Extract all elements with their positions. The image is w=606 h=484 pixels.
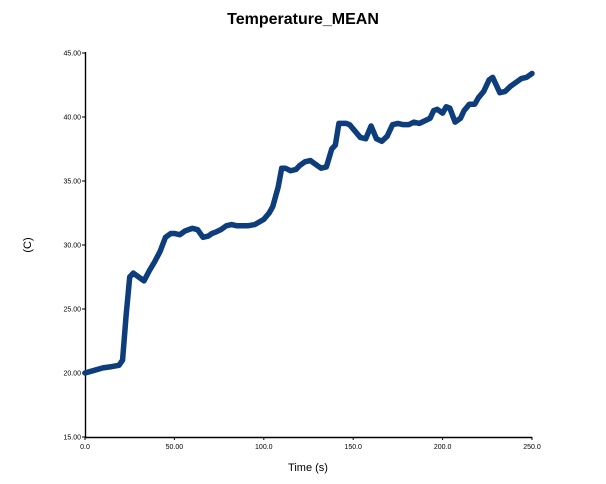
y-tick-label: 25.00 <box>63 307 81 314</box>
x-tick-label: 0.0 <box>80 444 90 451</box>
chart-title: Temperature_MEAN <box>227 11 379 28</box>
series-line-0 <box>82 70 535 376</box>
x-tick-label: 50.00 <box>166 444 184 451</box>
series-group <box>82 70 535 376</box>
y-tick-label: 20.00 <box>63 371 81 378</box>
x-tick-label: 100.0 <box>255 444 273 451</box>
x-tick-group: 0.0 50.00 100.0 150.0 200.0 250.0 <box>80 437 541 451</box>
x-tick-label: 250.0 <box>523 444 541 451</box>
y-tick-label: 45.00 <box>63 51 81 58</box>
x-axis-label: Time (s) <box>288 462 328 474</box>
y-tick-label: 40.00 <box>63 115 81 122</box>
x-tick-label: 200.0 <box>434 444 452 451</box>
y-tick-label: 15.00 <box>63 435 81 442</box>
y-axis-label: (C) <box>22 237 34 252</box>
y-tick-label: 30.00 <box>63 243 81 250</box>
x-tick-label: 150.0 <box>344 444 362 451</box>
y-tick-label: 35.00 <box>63 179 81 186</box>
y-tick-group: 15.00 20.00 25.00 30.00 35.00 40.00 45.00 <box>63 51 85 442</box>
